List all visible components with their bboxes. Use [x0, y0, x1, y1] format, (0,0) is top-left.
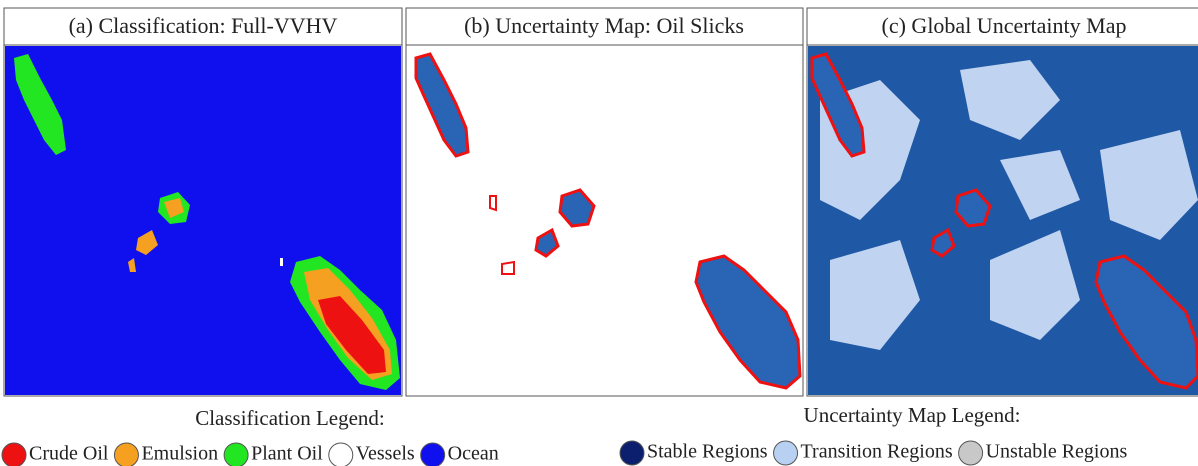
legend-label: Stable Regions [647, 441, 768, 463]
panel-c: (c) Global Uncertainty Map [807, 8, 1198, 396]
panel-b: (b) Uncertainty Map: Oil Slicks [406, 8, 803, 396]
legend-swatch [774, 441, 798, 465]
panel-title: (c) Global Uncertainty Map [882, 13, 1127, 38]
legend-label: Crude Oil [29, 443, 109, 465]
legend-label: Ocean [448, 443, 499, 465]
legend-label: Unstable Regions [986, 441, 1128, 463]
legend-label: Plant Oil [251, 443, 323, 465]
legend-swatch [329, 443, 353, 466]
figure: (a) Classification: Full-VVHV (b) Uncert… [0, 0, 1198, 466]
panel-title: (a) Classification: Full-VVHV [69, 13, 338, 38]
legend-swatch [224, 443, 248, 466]
legend-title: Classification Legend: [195, 406, 385, 430]
legend-title: Uncertainty Map Legend: [804, 403, 1021, 427]
legend-label: Vessels [356, 443, 415, 465]
legend-label: Emulsion [141, 443, 218, 465]
legends: Classification Legend: Uncertainty Map L… [2, 403, 1127, 466]
legend-swatch [620, 441, 644, 465]
legend-swatch [959, 441, 983, 465]
legend-swatch [421, 443, 445, 466]
legend-label: Transition Regions [801, 441, 953, 463]
legend-swatch [114, 443, 138, 466]
legend-swatch [2, 443, 26, 466]
panel-title: (b) Uncertainty Map: Oil Slicks [464, 13, 744, 38]
panel-a: (a) Classification: Full-VVHV [4, 8, 402, 396]
vessel [280, 258, 283, 266]
